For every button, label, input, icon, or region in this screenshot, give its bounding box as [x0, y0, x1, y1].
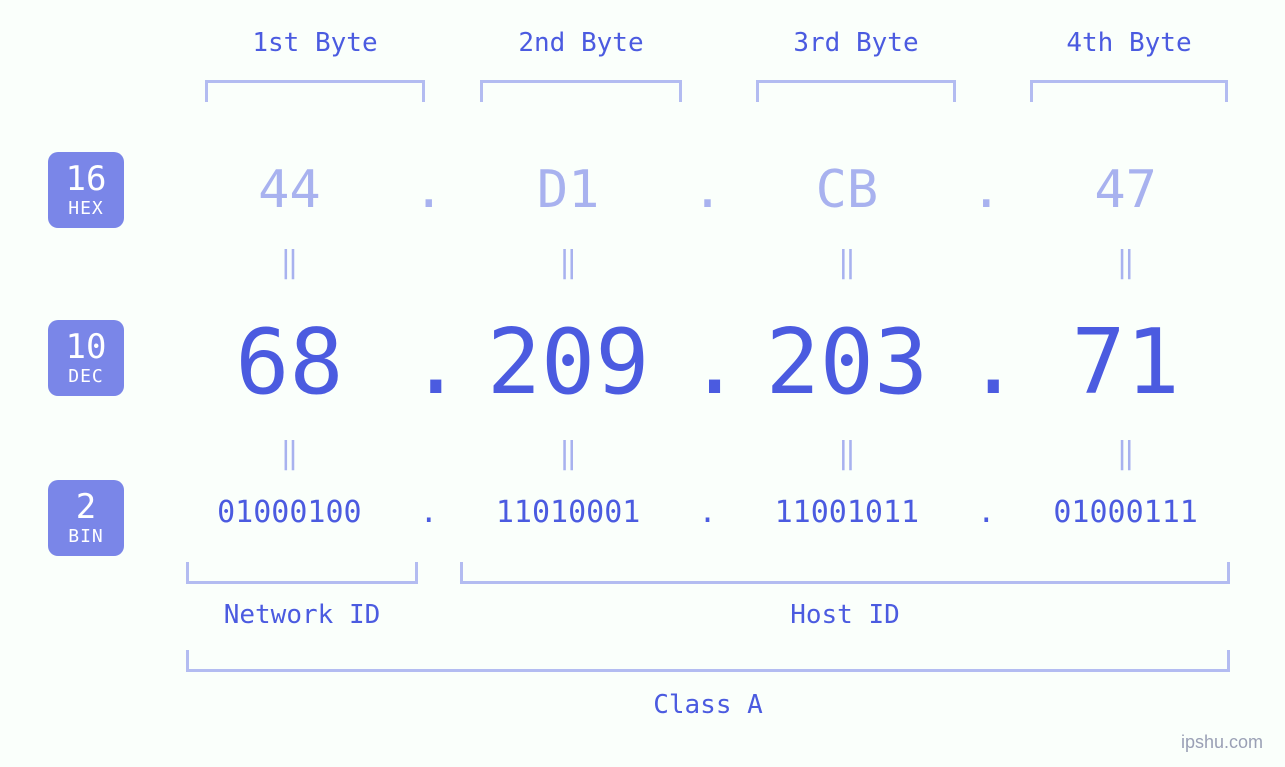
hex-byte-2: D1 — [449, 160, 688, 220]
equals-icon: ‖ — [728, 245, 967, 280]
dec-badge: 10 DEC — [48, 320, 124, 396]
dec-byte-2: 209 — [449, 310, 688, 415]
ip-diagram: 1st Byte 2nd Byte 3rd Byte 4th Byte 16 H… — [0, 0, 1285, 767]
hex-dot: . — [688, 160, 728, 220]
bin-byte-1: 01000100 — [170, 495, 409, 530]
bin-badge-number: 2 — [76, 490, 96, 524]
bin-row: 01000100 . 11010001 . 11001011 . 0100011… — [170, 495, 1245, 530]
hex-dot: . — [966, 160, 1006, 220]
byte-header-4: 4th Byte — [1030, 28, 1228, 58]
equals-row-1: ‖ . ‖ . ‖ . ‖ — [170, 245, 1245, 280]
hex-badge-label: HEX — [68, 200, 104, 218]
bin-byte-3: 11001011 — [728, 495, 967, 530]
equals-icon: ‖ — [170, 245, 409, 280]
byte-header-3: 3rd Byte — [756, 28, 956, 58]
hex-badge-number: 16 — [66, 162, 107, 196]
hex-badge: 16 HEX — [48, 152, 124, 228]
byte-header-1: 1st Byte — [205, 28, 425, 58]
bin-byte-2: 11010001 — [449, 495, 688, 530]
equals-icon: ‖ — [728, 436, 967, 471]
dec-badge-label: DEC — [68, 368, 104, 386]
dec-byte-1: 68 — [170, 310, 409, 415]
hex-dot: . — [409, 160, 449, 220]
class-bracket — [186, 650, 1230, 672]
dec-dot: . — [966, 310, 1006, 415]
bin-dot: . — [688, 495, 728, 530]
hex-byte-4: 47 — [1006, 160, 1245, 220]
equals-icon: ‖ — [1006, 436, 1245, 471]
hex-byte-3: CB — [728, 160, 967, 220]
dec-dot: . — [409, 310, 449, 415]
dec-byte-3: 203 — [728, 310, 967, 415]
host-id-label: Host ID — [460, 600, 1230, 630]
dec-byte-4: 71 — [1006, 310, 1245, 415]
class-label: Class A — [186, 690, 1230, 720]
hex-byte-1: 44 — [170, 160, 409, 220]
watermark: ipshu.com — [1181, 732, 1263, 753]
bin-badge-label: BIN — [68, 528, 104, 546]
dec-dot: . — [688, 310, 728, 415]
byte-bracket-1 — [205, 80, 425, 102]
byte-bracket-2 — [480, 80, 682, 102]
hex-row: 44 . D1 . CB . 47 — [170, 160, 1245, 220]
bin-badge: 2 BIN — [48, 480, 124, 556]
equals-icon: ‖ — [449, 245, 688, 280]
bin-dot: . — [409, 495, 449, 530]
equals-icon: ‖ — [170, 436, 409, 471]
dec-badge-number: 10 — [66, 330, 107, 364]
byte-header-2: 2nd Byte — [480, 28, 682, 58]
network-id-label: Network ID — [186, 600, 418, 630]
byte-bracket-4 — [1030, 80, 1228, 102]
byte-bracket-3 — [756, 80, 956, 102]
equals-icon: ‖ — [449, 436, 688, 471]
equals-row-2: ‖ . ‖ . ‖ . ‖ — [170, 436, 1245, 471]
dec-row: 68 . 209 . 203 . 71 — [170, 310, 1245, 415]
network-id-bracket — [186, 562, 418, 584]
bin-dot: . — [966, 495, 1006, 530]
host-id-bracket — [460, 562, 1230, 584]
equals-icon: ‖ — [1006, 245, 1245, 280]
bin-byte-4: 01000111 — [1006, 495, 1245, 530]
